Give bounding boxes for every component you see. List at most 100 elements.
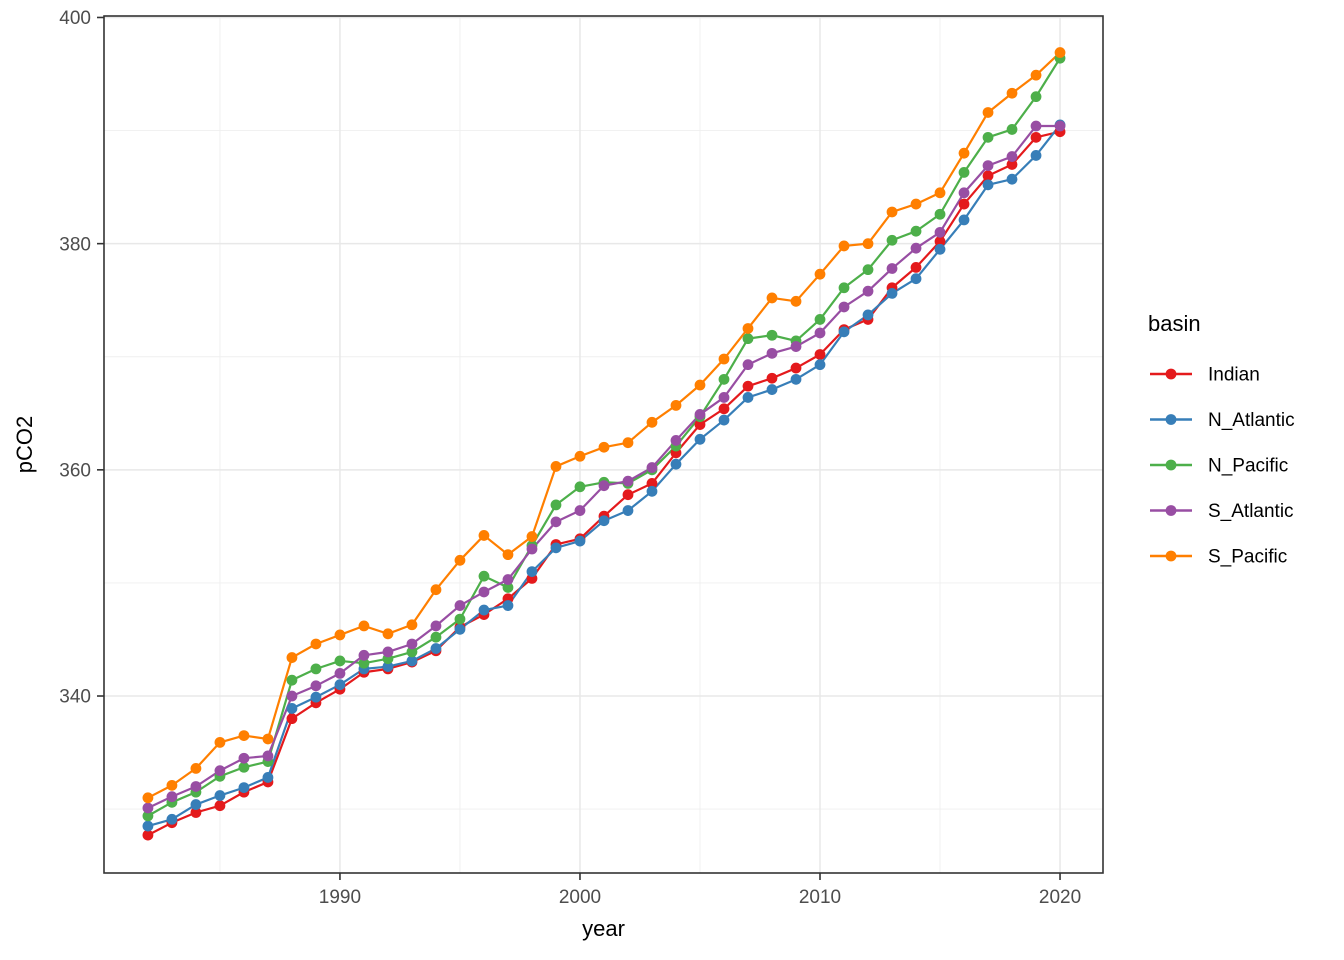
legend-key-point-Indian [1165, 368, 1177, 380]
data-point-S_Pacific-1992 [382, 628, 394, 640]
data-point-N_Atlantic-2008 [766, 384, 778, 395]
data-point-S_Pacific-2018 [1006, 87, 1018, 99]
data-point-Indian-1988 [286, 713, 298, 725]
data-point-N_Pacific-1996 [478, 570, 490, 582]
data-point-S_Atlantic-2005 [694, 409, 706, 420]
data-point-N_Atlantic-1993 [406, 655, 418, 667]
data-point-S_Atlantic-1992 [382, 646, 394, 658]
data-point-N_Atlantic-1987 [262, 772, 274, 783]
data-point-N_Atlantic-2013 [886, 288, 898, 299]
data-point-S_Pacific-1984 [190, 762, 202, 774]
data-point-S_Atlantic-2006 [718, 392, 730, 403]
data-point-S_Pacific-1987 [262, 733, 274, 745]
axis-tick-labels: 1990 2000 2010 2020 340 360 380 400 [59, 8, 1081, 908]
data-point-N_Atlantic-1996 [478, 604, 490, 616]
legend-label-N_Pacific: N_Pacific [1208, 456, 1288, 477]
data-point-N_Atlantic-1995 [454, 623, 466, 635]
data-point-Indian-2017 [982, 170, 994, 182]
data-point-N_Atlantic-2017 [982, 179, 994, 191]
data-point-Indian-2005 [694, 419, 706, 430]
data-point-S_Atlantic-1987 [262, 750, 274, 762]
data-point-S_Atlantic-2015 [934, 226, 946, 238]
data-point-S_Pacific-1993 [406, 619, 418, 631]
data-point-S_Atlantic-2004 [670, 435, 682, 446]
data-point-S_Atlantic-1990 [334, 667, 346, 679]
axis-ticks [97, 16, 1061, 880]
data-point-N_Atlantic-2012 [862, 309, 874, 321]
data-point-S_Atlantic-2000 [574, 505, 586, 516]
x-tick-label: 2000 [559, 887, 601, 908]
data-point-N_Pacific-2007 [742, 333, 754, 345]
data-point-S_Pacific-2005 [694, 379, 706, 391]
data-point-S_Pacific-1988 [286, 652, 298, 663]
data-point-S_Atlantic-2008 [766, 347, 778, 359]
data-point-S_Pacific-2007 [742, 323, 754, 334]
data-point-S_Pacific-2011 [838, 240, 850, 252]
data-point-S_Atlantic-2003 [646, 462, 658, 473]
legend-key-point-N_Atlantic [1165, 414, 1177, 425]
data-point-N_Atlantic-2005 [694, 433, 706, 445]
data-point-S_Pacific-1999 [550, 461, 562, 472]
data-point-N_Pacific-2015 [934, 208, 946, 220]
data-point-N_Atlantic-2016 [958, 214, 970, 226]
data-point-Indian-1984 [190, 807, 202, 818]
series-points-S_Atlantic [142, 120, 1066, 814]
data-point-S_Atlantic-2011 [838, 301, 850, 313]
data-point-S_Pacific-2009 [790, 295, 802, 307]
data-point-N_Atlantic-1984 [190, 799, 202, 810]
data-point-S_Pacific-1985 [214, 736, 226, 748]
data-point-N_Atlantic-2009 [790, 373, 802, 385]
legend-label-S_Atlantic: S_Atlantic [1208, 501, 1294, 522]
data-point-S_Pacific-1998 [526, 531, 538, 542]
data-point-S_Atlantic-1999 [550, 516, 562, 528]
data-point-S_Pacific-2004 [670, 399, 682, 411]
data-point-S_Pacific-2003 [646, 416, 658, 428]
data-point-S_Atlantic-1996 [478, 586, 490, 598]
data-point-N_Pacific-1990 [334, 655, 346, 667]
series-points-S_Pacific [142, 47, 1066, 804]
legend-key-point-S_Pacific [1165, 550, 1177, 562]
legend-label-S_Pacific: S_Pacific [1208, 547, 1287, 568]
data-point-N_Atlantic-1986 [238, 782, 250, 794]
data-point-S_Atlantic-2018 [1006, 151, 1018, 162]
data-point-N_Pacific-2000 [574, 481, 586, 493]
legend-entries: Indian N_Atlantic N_Pacific S_Atlantic S_Pac… [1150, 365, 1295, 568]
data-point-Indian-2018 [1006, 159, 1018, 170]
data-point-N_Atlantic-2000 [574, 535, 586, 547]
data-point-N_Pacific-1989 [310, 663, 322, 675]
data-point-N_Pacific-1997 [502, 582, 514, 593]
data-point-N_Pacific-2010 [814, 314, 826, 325]
data-point-Indian-2014 [910, 262, 922, 273]
data-point-S_Atlantic-2017 [982, 160, 994, 172]
data-point-Indian-2010 [814, 349, 826, 360]
data-point-Indian-2003 [646, 478, 658, 489]
data-point-Indian-2015 [934, 235, 946, 247]
data-point-N_Atlantic-1999 [550, 542, 562, 554]
data-point-N_Atlantic-1992 [382, 661, 394, 673]
data-point-S_Pacific-1991 [358, 620, 370, 632]
data-point-S_Atlantic-1995 [454, 600, 466, 611]
data-point-S_Pacific-1990 [334, 629, 346, 641]
data-point-Indian-1985 [214, 800, 226, 812]
data-point-S_Pacific-2001 [598, 441, 610, 453]
x-axis-title: year [582, 916, 625, 941]
y-tick-label: 360 [59, 460, 91, 481]
data-point-S_Pacific-2016 [958, 147, 970, 159]
data-point-N_Pacific-1993 [406, 646, 418, 658]
data-point-N_Pacific-2019 [1030, 91, 1042, 103]
plot-panel-border [103, 15, 1104, 874]
data-point-N_Atlantic-1985 [214, 790, 226, 801]
data-point-N_Atlantic-1982 [142, 820, 154, 832]
data-point-S_Atlantic-1993 [406, 638, 418, 650]
legend-key-point-S_Atlantic [1165, 505, 1177, 516]
data-point-S_Pacific-2010 [814, 268, 826, 280]
data-point-S_Pacific-2013 [886, 206, 898, 218]
series-line-N_Pacific [146, 57, 1062, 817]
data-point-Indian-2009 [790, 362, 802, 374]
data-point-S_Pacific-1996 [478, 530, 490, 541]
gridlines [104, 16, 1103, 873]
series-points-N_Atlantic [142, 119, 1066, 832]
data-point-S_Pacific-2014 [910, 198, 922, 210]
data-point-N_Pacific-2012 [862, 264, 874, 276]
